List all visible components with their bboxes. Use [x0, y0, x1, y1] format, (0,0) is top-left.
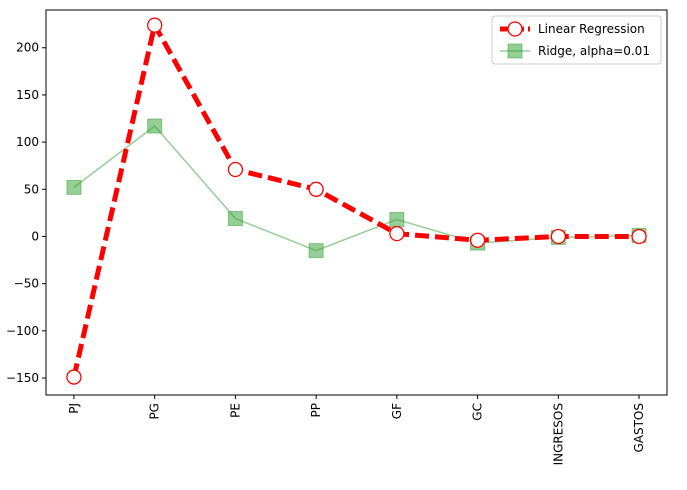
ridge-point-marker [308, 243, 324, 259]
series-line-linear-regression [71, 22, 640, 378]
y-tick-label: 0 [31, 229, 39, 243]
ridge-point-marker [66, 179, 82, 195]
ridge-point-marker [227, 211, 243, 227]
legend-marker-linear-regression [507, 21, 523, 37]
legend-box [491, 15, 662, 65]
legend-label-linear-regression: Linear Regression [538, 22, 645, 36]
x-tick-label: PJ [67, 403, 81, 414]
x-tick-label: PE [228, 403, 242, 418]
y-tick-label: −150 [6, 371, 39, 385]
y-tick-label: 50 [24, 182, 39, 196]
ridge-point-marker [389, 211, 405, 227]
legend-label-ridge: Ridge, alpha=0.01 [538, 44, 650, 58]
y-tick-label: −100 [6, 324, 39, 338]
linear-regression-point-marker [550, 228, 566, 245]
x-tick-label: INGRESOS [551, 403, 565, 465]
linear-regression-point-marker [631, 228, 647, 245]
linear-regression-point-marker [66, 369, 82, 385]
y-tick-label: 100 [16, 135, 39, 149]
linear-regression-point-marker [147, 17, 163, 33]
x-tick-label: GASTOS [632, 403, 646, 453]
legend-marker-ridge [507, 43, 523, 59]
linear-regression-point-marker [227, 161, 244, 178]
linear-regression-point-marker [389, 225, 405, 242]
linear-regression-point-marker [308, 181, 324, 197]
plot-frame [45, 9, 668, 396]
x-tick-label: GF [390, 403, 404, 419]
ridge-point-marker [147, 118, 163, 134]
x-tick-label: PG [148, 403, 162, 420]
linear-regression-point-marker [469, 232, 486, 248]
y-tick-label: −50 [14, 277, 39, 291]
y-tick-label: 200 [16, 41, 39, 55]
x-tick-label: PP [309, 403, 323, 417]
x-tick-label: GC [471, 403, 485, 421]
y-tick-label: 150 [16, 88, 39, 102]
